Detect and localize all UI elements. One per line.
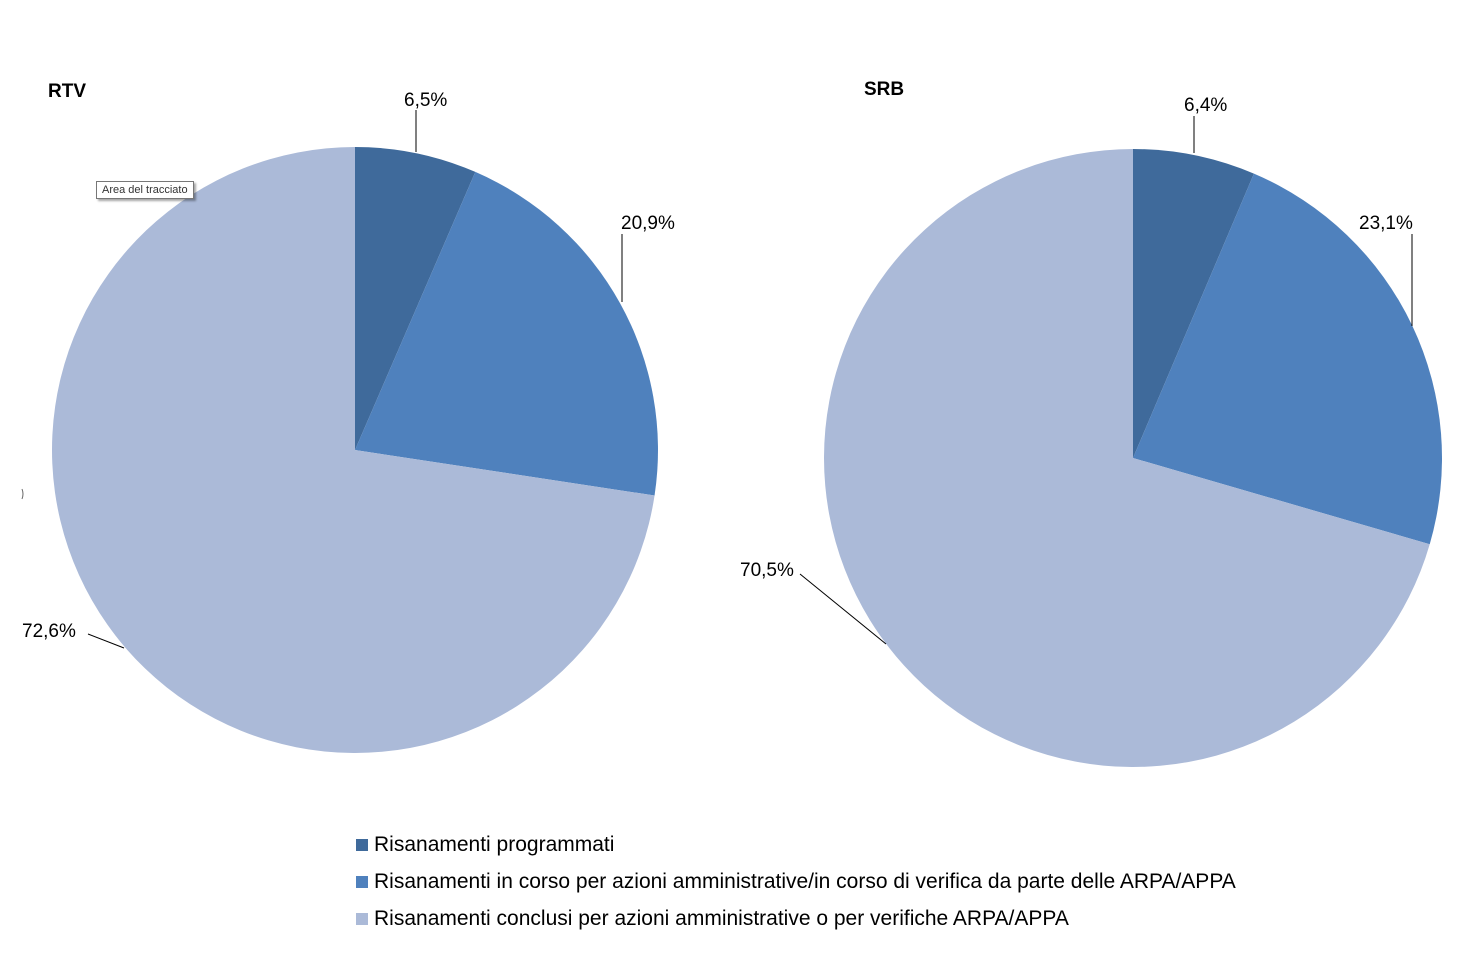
leader-line-rtv-conclusi bbox=[87, 633, 125, 649]
pie-slice-rtv-conclusi bbox=[51, 147, 655, 753]
legend-swatch-programmati bbox=[356, 838, 368, 851]
edge-mark bbox=[21, 488, 24, 500]
legend-item-in-corso: Risanamenti in corso per azioni amminist… bbox=[356, 863, 1236, 900]
legend-label-programmati: Risanamenti programmati bbox=[374, 832, 615, 856]
chart-title-rtv: RTV bbox=[48, 81, 86, 102]
pie-slice-srb-in-corso bbox=[1133, 173, 1442, 545]
data-label-srb-conclusi: 70,5% bbox=[740, 560, 794, 581]
legend-swatch-in-corso bbox=[356, 875, 368, 888]
pie-slice-srb-programmati bbox=[1133, 149, 1254, 458]
pie-srb bbox=[823, 149, 1442, 767]
legend-label-conclusi: Risanamenti conclusi per azioni amminist… bbox=[374, 906, 1069, 930]
pie-slice-rtv-in-corso bbox=[355, 171, 658, 496]
legend-item-conclusi: Risanamenti conclusi per azioni amminist… bbox=[356, 900, 1236, 937]
pie-slice-srb-conclusi bbox=[823, 149, 1430, 767]
legend-swatch-conclusi bbox=[356, 912, 368, 925]
legend-item-programmati: Risanamenti programmati bbox=[356, 826, 1236, 863]
pie-slice-rtv-programmati bbox=[355, 147, 476, 450]
data-label-srb-programmati: 6,4% bbox=[1184, 95, 1227, 116]
data-label-rtv-in-corso: 20,9% bbox=[621, 213, 675, 234]
legend-label-in-corso: Risanamenti in corso per azioni amminist… bbox=[374, 869, 1236, 893]
plot-area-tooltip: Area del tracciato bbox=[96, 181, 194, 199]
chart-title-srb: SRB bbox=[864, 79, 904, 100]
data-label-rtv-conclusi: 72,6% bbox=[22, 621, 76, 642]
data-label-srb-in-corso: 23,1% bbox=[1359, 213, 1413, 234]
pie-rtv bbox=[51, 147, 658, 753]
legend: Risanamenti programmati Risanamenti in c… bbox=[356, 826, 1236, 937]
data-label-rtv-programmati: 6,5% bbox=[404, 90, 447, 111]
leader-line-srb-conclusi bbox=[799, 573, 887, 645]
